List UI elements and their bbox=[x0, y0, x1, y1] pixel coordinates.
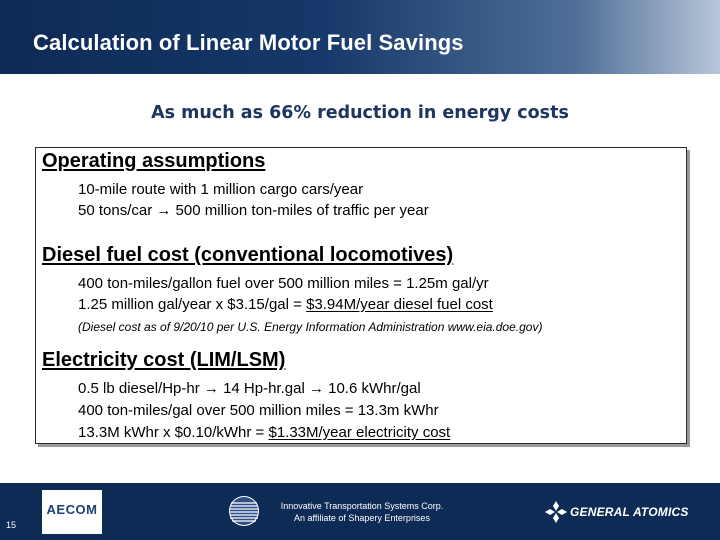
electricity-line-conversion: 0.5 lb diesel/Hp-hr → 14 Hp-hr.gal → 10.… bbox=[78, 380, 421, 397]
diesel-source-note: (Diesel cost as of 9/20/10 per U.S. Ener… bbox=[78, 320, 543, 334]
diesel-line-cost: 1.25 million gal/year x $3.15/gal = $3.9… bbox=[78, 296, 493, 313]
slide-subtitle: As much as 66% reduction in energy costs bbox=[151, 103, 569, 123]
operating-line-route: 10-mile route with 1 million cargo cars/… bbox=[78, 181, 364, 198]
footer-bar: 15 AECOM Innovative Transportation Syste… bbox=[0, 483, 720, 540]
section-heading-electricity: Electricity cost (LIM/LSM) bbox=[42, 349, 286, 371]
aecom-logo-icon: AECOM bbox=[42, 490, 102, 534]
electricity-line-cost: 13.3M kWhr x $0.10/kWhr = $1.33M/year el… bbox=[78, 424, 450, 441]
content-box bbox=[35, 147, 687, 444]
itsc-credit: Innovative Transportation Systems Corp. … bbox=[262, 500, 462, 524]
itsc-line-2: An affiliate of Shapery Enterprises bbox=[294, 513, 430, 523]
section-heading-diesel: Diesel fuel cost (conventional locomotiv… bbox=[42, 244, 454, 266]
electricity-cost-prefix: 13.3M kWhr x $0.10/kWhr = bbox=[78, 424, 269, 441]
globe-logo-icon bbox=[229, 496, 259, 526]
section-heading-operating-assumptions: Operating assumptions bbox=[42, 150, 266, 172]
general-atomics-icon bbox=[545, 501, 567, 523]
itsc-line-1: Innovative Transportation Systems Corp. bbox=[280, 501, 444, 511]
electricity-cost-result: $1.33M/year electricity cost bbox=[268, 424, 451, 441]
page-number: 15 bbox=[6, 520, 17, 530]
aecom-logo-text: AECOM bbox=[46, 502, 98, 517]
diesel-cost-result: $3.94M/year diesel fuel cost bbox=[306, 296, 493, 313]
slide-title: Calculation of Linear Motor Fuel Savings bbox=[33, 30, 464, 55]
general-atomics-logo: GENERAL ATOMICS bbox=[544, 498, 714, 526]
general-atomics-text: GENERAL ATOMICS bbox=[570, 505, 689, 519]
title-bar: Calculation of Linear Motor Fuel Savings bbox=[0, 0, 720, 74]
operating-line-tons: 50 tons/car → 500 million ton-miles of t… bbox=[78, 202, 429, 219]
diesel-cost-prefix: 1.25 million gal/year x $3.15/gal = bbox=[78, 296, 307, 313]
electricity-line-kwhr: 400 ton-miles/gal over 500 million miles… bbox=[78, 402, 439, 419]
diesel-line-gallons: 400 ton-miles/gallon fuel over 500 milli… bbox=[78, 275, 489, 292]
